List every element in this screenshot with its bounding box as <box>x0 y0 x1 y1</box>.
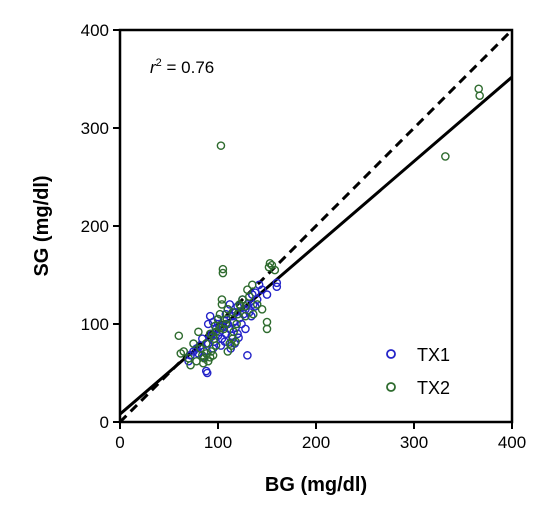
data-point-tx2 <box>219 324 229 334</box>
data-point-tx2 <box>174 331 184 341</box>
r-squared-value: = 0.76 <box>162 58 214 77</box>
data-point-tx2 <box>217 295 227 304</box>
data-point-tx2 <box>189 339 198 348</box>
data-point-tx1 <box>262 290 272 299</box>
y-tick-label: 0 <box>100 413 109 432</box>
series-tx2 <box>174 84 484 370</box>
data-point-tx2 <box>221 319 231 329</box>
r-squared-annotation: r2 = 0.76 <box>150 57 214 77</box>
legend: TX1 TX2 <box>386 345 450 398</box>
data-point-tx2 <box>223 347 233 356</box>
data-point-tx1 <box>257 285 267 295</box>
data-point-tx2 <box>198 358 208 368</box>
data-point-tx2 <box>241 311 250 321</box>
data-point-tx2 <box>232 319 241 329</box>
data-point-tx2 <box>475 91 484 100</box>
data-point-tx2 <box>270 265 280 275</box>
data-point-tx2 <box>216 141 226 150</box>
data-point-tx2 <box>179 347 188 356</box>
legend-marker-tx1 <box>386 349 396 359</box>
data-point-tx2 <box>205 329 215 339</box>
legend-marker-tx2 <box>386 382 396 392</box>
data-point-tx2 <box>247 280 257 290</box>
x-tick-label: 100 <box>204 433 232 452</box>
data-point-tx2 <box>441 152 450 161</box>
data-point-tx2 <box>248 309 258 319</box>
x-tick-label: 400 <box>498 433 526 452</box>
data-point-tx2 <box>222 314 232 324</box>
data-point-tx2 <box>236 302 245 311</box>
data-points <box>174 84 484 378</box>
data-point-tx2 <box>233 309 242 319</box>
data-point-tx2 <box>265 258 275 268</box>
data-point-tx2 <box>211 341 221 350</box>
regression-line <box>120 75 512 416</box>
data-point-tx2 <box>228 307 237 317</box>
y-tick-label: 300 <box>81 119 109 138</box>
y-tick-label: 200 <box>81 217 109 236</box>
data-point-tx1 <box>243 351 252 360</box>
x-tick-label: 0 <box>115 433 124 452</box>
data-point-tx2 <box>192 356 201 366</box>
data-point-tx2 <box>262 317 272 327</box>
data-point-tx2 <box>262 324 272 334</box>
data-point-tx1 <box>220 337 230 346</box>
r-exponent: 2 <box>156 57 162 69</box>
data-point-tx2 <box>474 84 483 94</box>
data-point-tx1 <box>231 307 240 317</box>
data-point-tx2 <box>257 304 267 314</box>
x-tick-label: 300 <box>400 433 428 452</box>
legend-label-tx2: TX2 <box>417 378 450 398</box>
data-point-tx1 <box>252 295 262 304</box>
data-point-tx2 <box>218 264 228 274</box>
axis-ticks: 0 100 200 300 400 0 100 200 300 400 <box>81 21 527 452</box>
data-point-tx2 <box>217 300 227 309</box>
y-axis-title: SG (mg/dl) <box>31 175 53 276</box>
data-point-tx1 <box>239 309 248 319</box>
data-point-tx2 <box>245 292 254 301</box>
x-tick-label: 200 <box>302 433 330 452</box>
data-point-tx2 <box>231 337 240 346</box>
data-point-tx2 <box>215 309 225 319</box>
data-point-tx1 <box>241 324 250 334</box>
data-point-tx2 <box>194 327 203 337</box>
data-point-tx1 <box>247 311 256 321</box>
legend-label-tx1: TX1 <box>417 345 450 365</box>
data-point-tx2 <box>241 302 250 311</box>
data-point-tx2 <box>186 360 195 370</box>
r-symbol: r <box>150 58 157 77</box>
data-point-tx2 <box>252 300 262 309</box>
data-point-tx2 <box>213 314 223 324</box>
y-tick-label: 400 <box>81 21 109 40</box>
data-point-tx1 <box>272 282 282 292</box>
data-point-tx2 <box>215 323 225 333</box>
data-point-tx1 <box>250 302 260 311</box>
data-point-tx2 <box>218 268 228 278</box>
data-point-tx1 <box>202 368 212 378</box>
data-point-tx1 <box>272 278 282 288</box>
data-point-tx2 <box>201 339 211 348</box>
data-point-tx2 <box>208 351 218 360</box>
x-axis-title: BG (mg/dl) <box>265 474 367 496</box>
y-tick-label: 100 <box>81 315 109 334</box>
data-point-tx2 <box>229 327 238 337</box>
data-point-tx2 <box>210 321 220 331</box>
